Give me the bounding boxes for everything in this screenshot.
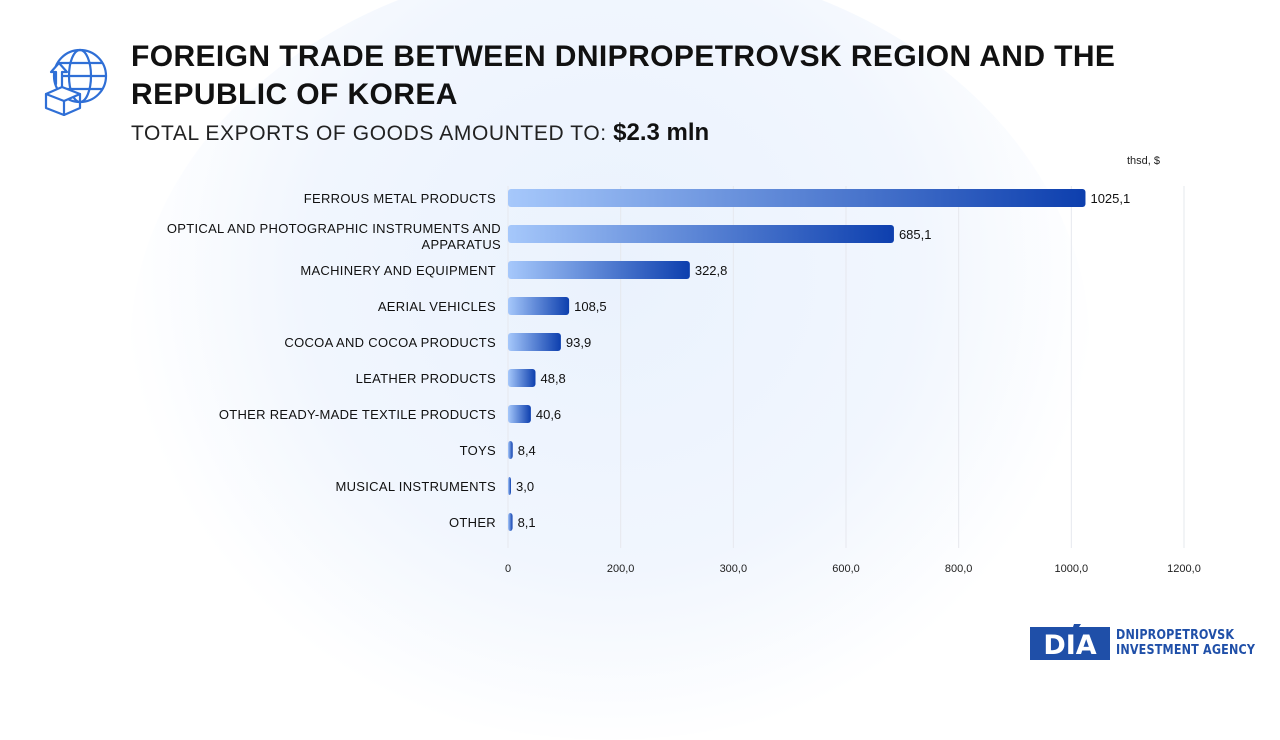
value-label: 8,1 — [518, 515, 536, 530]
value-label: 1025,1 — [1090, 191, 1130, 206]
value-label: 48,8 — [540, 371, 565, 386]
bar — [508, 225, 894, 243]
x-tick-label: 800,0 — [945, 563, 973, 575]
bar — [508, 513, 513, 531]
bar — [508, 369, 536, 387]
category-label: MACHINERY AND EQUIPMENT — [300, 263, 496, 278]
dia-logo-mark: DIA — [1030, 624, 1110, 660]
value-label: 8,4 — [518, 443, 536, 458]
value-label: 93,9 — [566, 335, 591, 350]
category-label: FERROUS METAL PRODUCTS — [304, 191, 496, 206]
bar — [508, 189, 1086, 207]
category-label: OTHER READY-MADE TEXTILE PRODUCTS — [219, 407, 496, 422]
category-label: AERIAL VEHICLES — [378, 299, 496, 314]
category-label: OPTICAL AND PHOTOGRAPHIC INSTRUMENTS AND… — [167, 221, 501, 252]
x-tick-label: 1000,0 — [1055, 563, 1089, 575]
value-label: 108,5 — [574, 299, 607, 314]
bar-chart: 0 200,0 300,0 600,0 800,0 1000,0 1200,0 FERROUS… — [167, 186, 1201, 575]
x-tick-label: 300,0 — [720, 563, 748, 575]
globe-export-box-icon — [44, 48, 108, 116]
category-label: COCOA AND COCOA PRODUCTS — [284, 335, 496, 350]
bar — [508, 333, 561, 351]
x-tick-label: 200,0 — [607, 563, 635, 575]
bar — [508, 441, 513, 459]
bar — [508, 261, 690, 279]
category-label: MUSICAL INSTRUMENTS — [335, 479, 496, 494]
unit-label: thsd, $ — [1127, 155, 1161, 167]
logo-text-line2: INVESTMENT AGENCY — [1116, 643, 1256, 658]
logo-text: DNIPROPETROVSK INVESTMENT AGENCY — [1116, 628, 1255, 658]
x-tick-label: 1200,0 — [1167, 563, 1201, 575]
value-label: 3,0 — [516, 479, 534, 494]
logo-text-line1: DNIPROPETROVSK — [1116, 628, 1235, 643]
bar — [508, 477, 511, 495]
page-title: FOREIGN TRADE BETWEEN DNIPROPETROVSK REG… — [131, 40, 1116, 111]
company-logo: DIA DNIPROPETROVSK INVESTMENT AGENCY — [1030, 624, 1255, 664]
bar — [508, 405, 531, 423]
logo-mark-text: DIA — [1043, 630, 1096, 660]
category-label: TOYS — [460, 443, 496, 458]
background-glow — [130, 0, 1090, 740]
subtitle-value: $2.3 mln — [613, 119, 710, 146]
subtitle: TOTAL EXPORTS OF GOODS AMOUNTED TO: $2.3… — [131, 119, 709, 147]
x-tick-label: 600,0 — [832, 563, 860, 575]
category-label: LEATHER PRODUCTS — [356, 371, 496, 386]
subtitle-label: TOTAL EXPORTS OF GOODS AMOUNTED TO: — [131, 122, 607, 145]
bar — [508, 297, 570, 315]
value-label: 40,6 — [536, 407, 561, 422]
x-tick-label: 0 — [505, 563, 511, 575]
value-label: 322,8 — [695, 263, 728, 278]
category-label: OTHER — [449, 515, 496, 530]
value-label: 685,1 — [899, 227, 932, 242]
